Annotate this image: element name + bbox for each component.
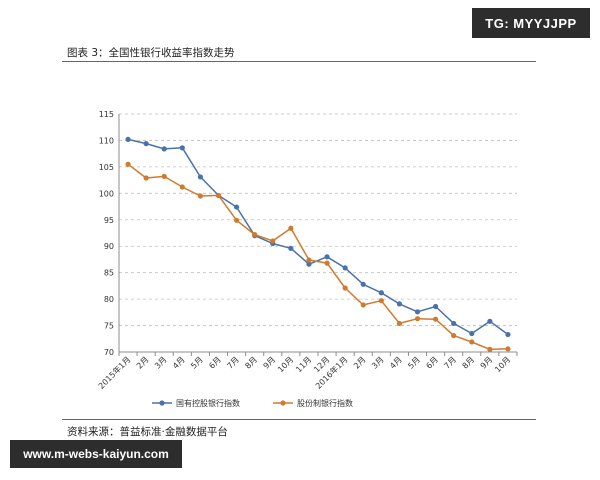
x-tick-label: 3月 xyxy=(370,355,386,371)
y-tick-label: 110 xyxy=(99,136,114,145)
data-point-s1-12 xyxy=(324,254,330,260)
x-tick-label: 4月 xyxy=(171,355,187,371)
x-tick-label: 9月 xyxy=(262,355,278,371)
y-tick-label: 70 xyxy=(104,348,114,357)
data-point-s1-7 xyxy=(233,204,240,210)
data-point-s1-11 xyxy=(306,261,312,267)
data-point-s1-21 xyxy=(487,318,493,324)
data-point-s1-10 xyxy=(288,245,294,251)
data-point-s2-5 xyxy=(197,193,204,199)
figure-title: 图表 3：全国性银行收益率指数走势 xyxy=(67,47,235,59)
series-line-1 xyxy=(127,138,509,336)
x-tick-label: 2月 xyxy=(352,355,368,371)
data-point-s2-7 xyxy=(233,217,240,223)
data-point-s2-6 xyxy=(215,192,222,199)
y-tick-label: 100 xyxy=(99,189,114,198)
data-point-s1-14 xyxy=(360,281,366,287)
data-point-s2-16 xyxy=(396,320,403,327)
series-line-2 xyxy=(127,163,509,351)
data-point-s2-1 xyxy=(125,161,131,167)
data-point-s1-15 xyxy=(378,290,384,296)
y-tick-label: 85 xyxy=(104,269,114,278)
top-rule xyxy=(62,61,536,62)
x-tick-label: 11月 xyxy=(294,355,313,374)
bottom-rule xyxy=(62,419,536,420)
data-point-s2-10 xyxy=(288,225,294,231)
x-tick-label: 3月 xyxy=(153,355,169,371)
data-point-s2-12 xyxy=(324,260,330,266)
data-point-s1-17 xyxy=(414,309,421,315)
data-point-s2-18 xyxy=(432,316,439,322)
legend-marker-2 xyxy=(280,400,286,406)
data-point-s1-22 xyxy=(505,331,511,338)
x-tick-label: 5月 xyxy=(406,355,422,371)
y-tick-label: 115 xyxy=(99,110,114,119)
x-tick-label: 2015年1月 xyxy=(96,354,132,390)
y-tick-label: 105 xyxy=(99,163,114,172)
x-tick-label: 2月 xyxy=(135,355,151,371)
y-tick-label: 95 xyxy=(104,216,114,225)
data-point-s2-22 xyxy=(505,346,511,352)
data-point-s1-4 xyxy=(179,145,185,151)
data-point-s2-2 xyxy=(143,175,149,181)
x-tick-label: 10月 xyxy=(276,355,295,374)
y-tick-label: 90 xyxy=(104,242,114,251)
data-point-s1-5 xyxy=(197,174,204,180)
x-tick-label: 10月 xyxy=(493,355,512,374)
data-point-s2-9 xyxy=(270,238,276,244)
data-point-s1-3 xyxy=(161,146,167,152)
watermark-top: TG: MYYJJPP xyxy=(472,8,590,38)
data-point-s2-19 xyxy=(451,333,457,339)
x-tick-label: 5月 xyxy=(189,355,205,371)
y-tick-label: 80 xyxy=(104,295,114,304)
data-point-s2-13 xyxy=(342,285,348,291)
data-point-s2-11 xyxy=(306,257,312,263)
data-point-s2-15 xyxy=(378,298,384,304)
data-point-s1-19 xyxy=(451,320,457,327)
data-point-s2-21 xyxy=(487,346,493,352)
x-tick-label: 7月 xyxy=(442,355,458,371)
legend-marker-1 xyxy=(159,400,165,406)
source-note: 资料来源：普益标准·金融数据平台 xyxy=(67,426,228,438)
data-point-s2-14 xyxy=(360,302,366,308)
data-point-s2-17 xyxy=(414,316,421,322)
x-tick-label: 8月 xyxy=(243,355,259,371)
legend-label-2: 股份制银行指数 xyxy=(297,398,353,408)
legend-label-1: 国有控股银行指数 xyxy=(176,398,240,408)
data-point-s1-13 xyxy=(342,265,348,271)
watermark-bottom: www.m-webs-kaiyun.com xyxy=(10,440,182,468)
data-point-s2-20 xyxy=(469,339,475,345)
data-point-s2-8 xyxy=(252,231,258,238)
x-tick-label: 6月 xyxy=(207,355,223,371)
x-tick-label: 4月 xyxy=(388,355,404,371)
data-point-s1-1 xyxy=(125,136,131,142)
data-point-s1-2 xyxy=(143,141,149,147)
x-tick-label: 6月 xyxy=(424,355,440,371)
x-tick-label: 9月 xyxy=(479,355,495,371)
y-tick-label: 75 xyxy=(104,322,114,331)
data-point-s1-16 xyxy=(396,301,403,307)
x-tick-label: 7月 xyxy=(225,355,241,371)
data-point-s1-18 xyxy=(432,303,439,310)
data-point-s2-4 xyxy=(179,184,185,190)
data-point-s1-20 xyxy=(469,330,475,337)
x-tick-label: 8月 xyxy=(461,355,477,371)
data-point-s2-3 xyxy=(161,173,167,180)
